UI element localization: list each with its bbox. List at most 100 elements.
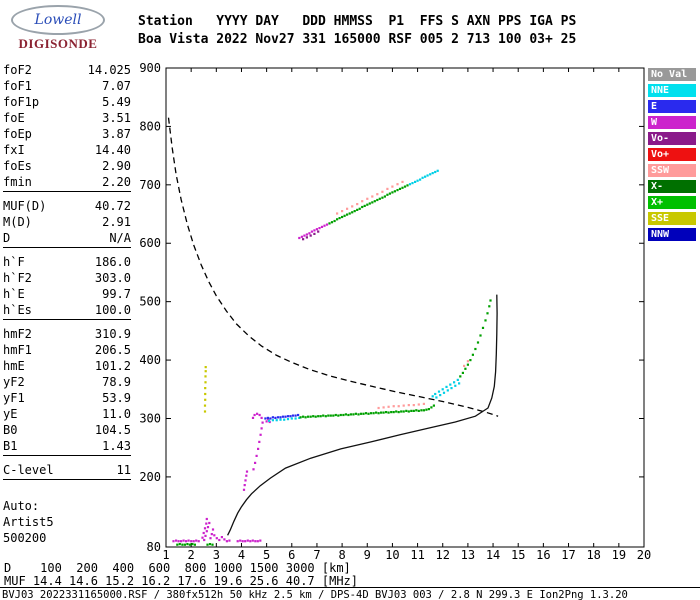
analysis-info-line: 500200 xyxy=(3,531,47,545)
param-value: 2.90 xyxy=(102,159,131,173)
param-group: h`F 186.0 h`F2 303.0 h`E 99.7 h`Es 100.0 xyxy=(3,254,131,320)
param-label: yE xyxy=(3,407,18,421)
param-row: fxI 14.40 xyxy=(3,142,131,158)
logo-ellipse-icon: Lowell xyxy=(11,5,105,35)
param-value: 2.91 xyxy=(102,215,131,229)
param-label: foE xyxy=(3,111,25,125)
param-value: 78.9 xyxy=(102,375,131,389)
param-label: fmin xyxy=(3,175,32,189)
param-label: foF1p xyxy=(3,95,40,109)
param-value: 11.0 xyxy=(102,407,131,421)
es-trace-green xyxy=(176,543,214,546)
es-spread-magenta xyxy=(201,517,231,543)
param-label: B1 xyxy=(3,439,18,453)
second-hop-pink xyxy=(336,180,404,215)
param-label: h`E xyxy=(3,287,25,301)
param-label: MUF(D) xyxy=(3,199,47,213)
param-row: hmF1 206.5 xyxy=(3,342,131,358)
y-tick-label: 80 xyxy=(147,540,161,554)
x-tick-label: 7 xyxy=(313,548,320,562)
param-label: foF1 xyxy=(3,79,32,93)
x-tick-label: 8 xyxy=(338,548,345,562)
y-tick-label: 400 xyxy=(139,353,161,367)
x-tick-label: 16 xyxy=(536,548,550,562)
station-header-labels: Station YYYY DAY DDD HMMSS P1 FFS S AXN … xyxy=(138,14,577,29)
param-row: h`Es 100.0 xyxy=(3,302,131,318)
parameter-panel: foF2 14.025 foF1 7.07 foF1p 5.49 foE 3.51 foEp 3.… xyxy=(3,62,131,546)
f-spread-vertical-sse xyxy=(203,366,207,413)
muf-row: MUF 14.4 14.6 15.2 16.2 17.6 19.6 25.6 4… xyxy=(4,574,359,588)
x-tick-label: 1 xyxy=(162,548,169,562)
legend-item-x+: X+ xyxy=(648,196,696,209)
muf-distance-table: D 100 200 400 600 800 1000 1500 3000 [km… xyxy=(4,562,358,588)
param-value: 14.025 xyxy=(87,63,131,77)
second-hop-purple xyxy=(302,230,320,241)
param-value: 310.9 xyxy=(94,327,131,341)
param-group: MUF(D) 40.72 M(D) 2.91 D N/A xyxy=(3,198,131,248)
es-trace-magenta xyxy=(172,539,262,543)
param-label: hmF1 xyxy=(3,343,32,357)
second-hop-magenta xyxy=(298,223,329,240)
param-value: 3.87 xyxy=(102,127,131,141)
legend-item-nnw: NNW xyxy=(648,228,696,241)
param-value: 104.5 xyxy=(94,423,131,437)
param-value: 206.5 xyxy=(94,343,131,357)
f-trace-cyan xyxy=(268,416,301,422)
legend-item-e: E xyxy=(648,100,696,113)
param-value: N/A xyxy=(109,231,131,245)
station-header-values: Boa Vista 2022 Nov27 331 165000 RSF 005 … xyxy=(138,31,577,47)
param-label: yF2 xyxy=(3,375,25,389)
x-tick-label: 5 xyxy=(263,548,270,562)
param-value: 100.0 xyxy=(94,303,131,317)
param-group: C-level 11 xyxy=(3,462,131,480)
param-row: fmin 2.20 xyxy=(3,174,131,190)
param-row: hmF2 310.9 xyxy=(3,326,131,342)
param-label: fxI xyxy=(3,143,25,157)
x-tick-label: 10 xyxy=(385,548,399,562)
y-tick-label: 500 xyxy=(139,295,161,309)
y-tick-label: 800 xyxy=(139,119,161,133)
y-axis: 80 200 300 400 500 600 700 800 900 xyxy=(139,61,644,554)
logo-name: Lowell xyxy=(34,12,82,28)
param-label: D xyxy=(3,231,11,245)
x-tick-label: 15 xyxy=(511,548,525,562)
param-row: yE 11.0 xyxy=(3,406,131,422)
lowell-digisonde-logo: Lowell DIGISONDE xyxy=(8,5,108,52)
x-tick-label: 6 xyxy=(288,548,295,562)
station-header: Station YYYY DAY DDD HMMSS P1 FFS S AXN … xyxy=(138,13,576,48)
x-axis: 1 2 3 4 5 6 7 8 9 10 11 12 13 14 15 16 17 18 19 20 xyxy=(162,68,651,562)
d-row: D 100 200 400 600 800 1000 1500 3000 [km… xyxy=(4,561,351,575)
x-tick-label: 17 xyxy=(561,548,575,562)
logo-subtitle: DIGISONDE xyxy=(18,36,98,51)
param-row: yF1 53.9 xyxy=(3,390,131,406)
param-row: M(D) 2.91 xyxy=(3,214,131,230)
y-tick-label: 600 xyxy=(139,236,161,250)
param-label: C-level xyxy=(3,463,54,477)
y-tick-label: 200 xyxy=(139,470,161,484)
param-row: hmE 101.2 xyxy=(3,358,131,374)
y-tick-label: 700 xyxy=(139,178,161,192)
legend-item-x-: X- xyxy=(648,180,696,193)
param-row: h`E 99.7 xyxy=(3,286,131,302)
x-tick-label: 18 xyxy=(586,548,600,562)
param-value: 186.0 xyxy=(94,255,131,269)
param-value: 5.49 xyxy=(102,95,131,109)
x-tick-label: 11 xyxy=(410,548,424,562)
x-tick-label: 14 xyxy=(486,548,500,562)
doppler-direction-legend: No Val NNE E W Vo- Vo+ SSW X- X+ SSE NNW xyxy=(648,68,696,244)
legend-item-nne: NNE xyxy=(648,84,696,97)
param-row: foF1p 5.49 xyxy=(3,94,131,110)
x-tick-label: 9 xyxy=(364,548,371,562)
param-label: yF1 xyxy=(3,391,25,405)
param-value: 1.43 xyxy=(102,439,131,453)
param-label: foF2 xyxy=(3,63,32,77)
param-row: h`F 186.0 xyxy=(3,254,131,270)
x-tick-label: 13 xyxy=(461,548,475,562)
x-tick-label: 19 xyxy=(612,548,626,562)
param-row: foE 3.51 xyxy=(3,110,131,126)
param-label: h`Es xyxy=(3,303,32,317)
param-row: foF1 7.07 xyxy=(3,78,131,94)
param-value: 14.40 xyxy=(94,143,131,157)
param-value: 101.2 xyxy=(94,359,131,373)
